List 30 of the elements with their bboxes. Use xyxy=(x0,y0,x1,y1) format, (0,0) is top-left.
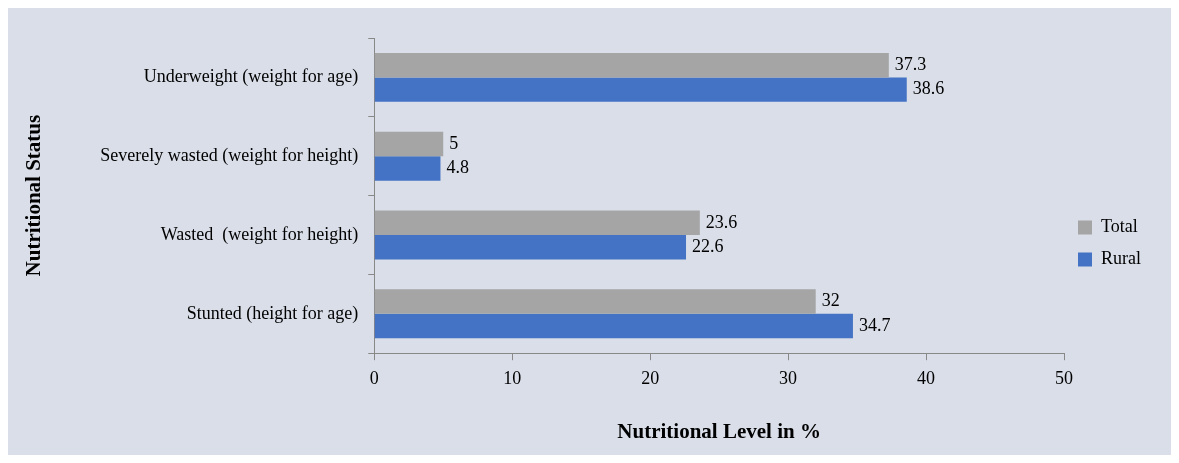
x-axis-title: Nutritional Level in % xyxy=(617,418,821,443)
x-tick-label: 50 xyxy=(1055,367,1074,388)
bar xyxy=(374,210,700,235)
data-label: 22.6 xyxy=(692,235,724,256)
bar xyxy=(374,131,444,157)
legend-label: Rural xyxy=(1101,248,1142,269)
bar xyxy=(374,235,687,260)
x-tick-label: 0 xyxy=(369,367,379,388)
x-tick-label: 20 xyxy=(641,367,660,388)
legend-label: Total xyxy=(1101,216,1138,237)
x-tick-label: 10 xyxy=(503,367,522,388)
y-axis-title: Nutritional Status xyxy=(21,114,46,277)
bar xyxy=(374,77,907,102)
y-tick-label: Wasted (weight for height) xyxy=(160,223,359,245)
x-tick-label: 40 xyxy=(917,367,936,388)
data-label: 32 xyxy=(821,290,840,311)
y-tick-label: Severely wasted (weight for height) xyxy=(100,144,359,166)
data-label: 34.7 xyxy=(858,314,891,335)
bar xyxy=(374,289,816,314)
data-label: 38.6 xyxy=(912,78,945,99)
bar xyxy=(374,313,853,339)
data-label: 37.3 xyxy=(894,53,927,74)
data-label: 5 xyxy=(449,132,459,153)
y-tick-label: Stunted (height for age) xyxy=(186,302,359,324)
data-label: 4.8 xyxy=(446,157,469,178)
data-label: 23.6 xyxy=(705,211,738,232)
x-tick-label: 30 xyxy=(779,367,798,388)
bar xyxy=(374,156,441,181)
bar xyxy=(374,52,889,78)
y-tick-label: Underweight (weight for age) xyxy=(143,66,359,88)
